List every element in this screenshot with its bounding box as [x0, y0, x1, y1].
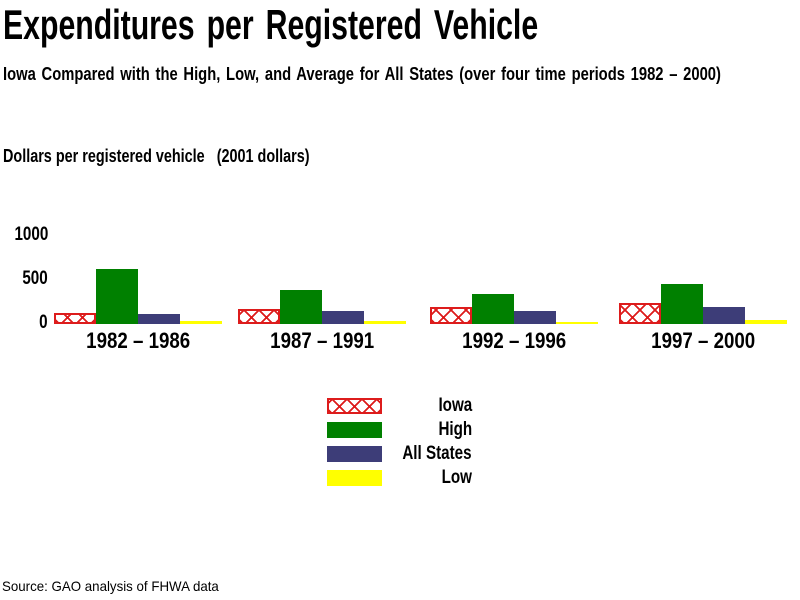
- legend-row-high: High: [327, 419, 472, 440]
- page-title-text: Expenditures per Registered Vehicle: [3, 1, 539, 48]
- y-axis-title-text: Dollars per registered vehicle (2001 dol…: [3, 146, 310, 166]
- x-axis-label-text: 1982 – 1986: [86, 328, 190, 353]
- bar-iowa: [619, 303, 661, 324]
- legend-swatch-low: [327, 470, 382, 486]
- bar-all-states: [322, 311, 364, 324]
- x-axis-label: 1987 – 1991: [238, 330, 406, 352]
- page-title: Expenditures per Registered Vehicle: [3, 2, 746, 48]
- bar-iowa: [430, 307, 472, 324]
- y-tick-label: 0: [39, 312, 48, 333]
- x-axis-label-text: 1992 – 1996: [462, 328, 566, 353]
- legend-label-text: High: [438, 419, 472, 440]
- legend-swatch-all-states: [327, 446, 382, 462]
- bar-high: [472, 294, 514, 324]
- legend-label-low: Low: [382, 467, 472, 488]
- source-note: Source: GAO analysis of FHWA data: [2, 577, 230, 595]
- legend-label-all-states: All States: [382, 443, 472, 464]
- source-note-text: Source: GAO analysis of FHWA data: [2, 578, 219, 594]
- legend-label-iowa: Iowa: [382, 395, 472, 416]
- bar-low: [556, 322, 598, 324]
- legend-swatch-iowa: [327, 398, 382, 414]
- legend-row-all-states: All States: [327, 443, 472, 464]
- bar-high: [96, 269, 138, 324]
- legend-row-low: Low: [327, 467, 472, 488]
- y-tick-label: 500: [22, 268, 48, 289]
- bar-iowa: [54, 313, 96, 324]
- y-tick-label: 1000: [14, 224, 48, 245]
- bar-all-states: [138, 314, 180, 324]
- legend-label-text: Iowa: [438, 395, 472, 416]
- bar-all-states: [703, 307, 745, 324]
- x-axis-label-text: 1987 – 1991: [270, 328, 374, 353]
- bar-iowa: [238, 309, 280, 324]
- legend-label-text: All States: [402, 443, 472, 464]
- y-axis-title: Dollars per registered vehicle (2001 dol…: [3, 144, 386, 168]
- bar-low: [745, 320, 787, 324]
- x-axis-label-text: 1997 – 2000: [651, 328, 755, 353]
- bar-high: [280, 290, 322, 324]
- bar-low: [364, 321, 406, 324]
- page-subtitle: Iowa Compared with the High, Low, and Av…: [3, 62, 800, 86]
- x-axis-label: 1992 – 1996: [430, 330, 598, 352]
- bar-high: [661, 284, 703, 324]
- y-tick-1000: 1000: [0, 225, 48, 244]
- bar-all-states: [514, 311, 556, 324]
- x-axis-label: 1997 – 2000: [619, 330, 787, 352]
- legend-row-iowa: Iowa: [327, 395, 472, 416]
- x-axis-label: 1982 – 1986: [54, 330, 222, 352]
- legend-swatch-high: [327, 422, 382, 438]
- y-tick-0: 0: [0, 313, 48, 332]
- legend-label-high: High: [382, 419, 472, 440]
- bar-low: [180, 321, 222, 324]
- page-subtitle-text: Iowa Compared with the High, Low, and Av…: [3, 64, 721, 84]
- legend-label-text: Low: [441, 467, 472, 488]
- legend: Iowa High All States Low: [327, 395, 472, 494]
- y-tick-500: 500: [0, 269, 48, 288]
